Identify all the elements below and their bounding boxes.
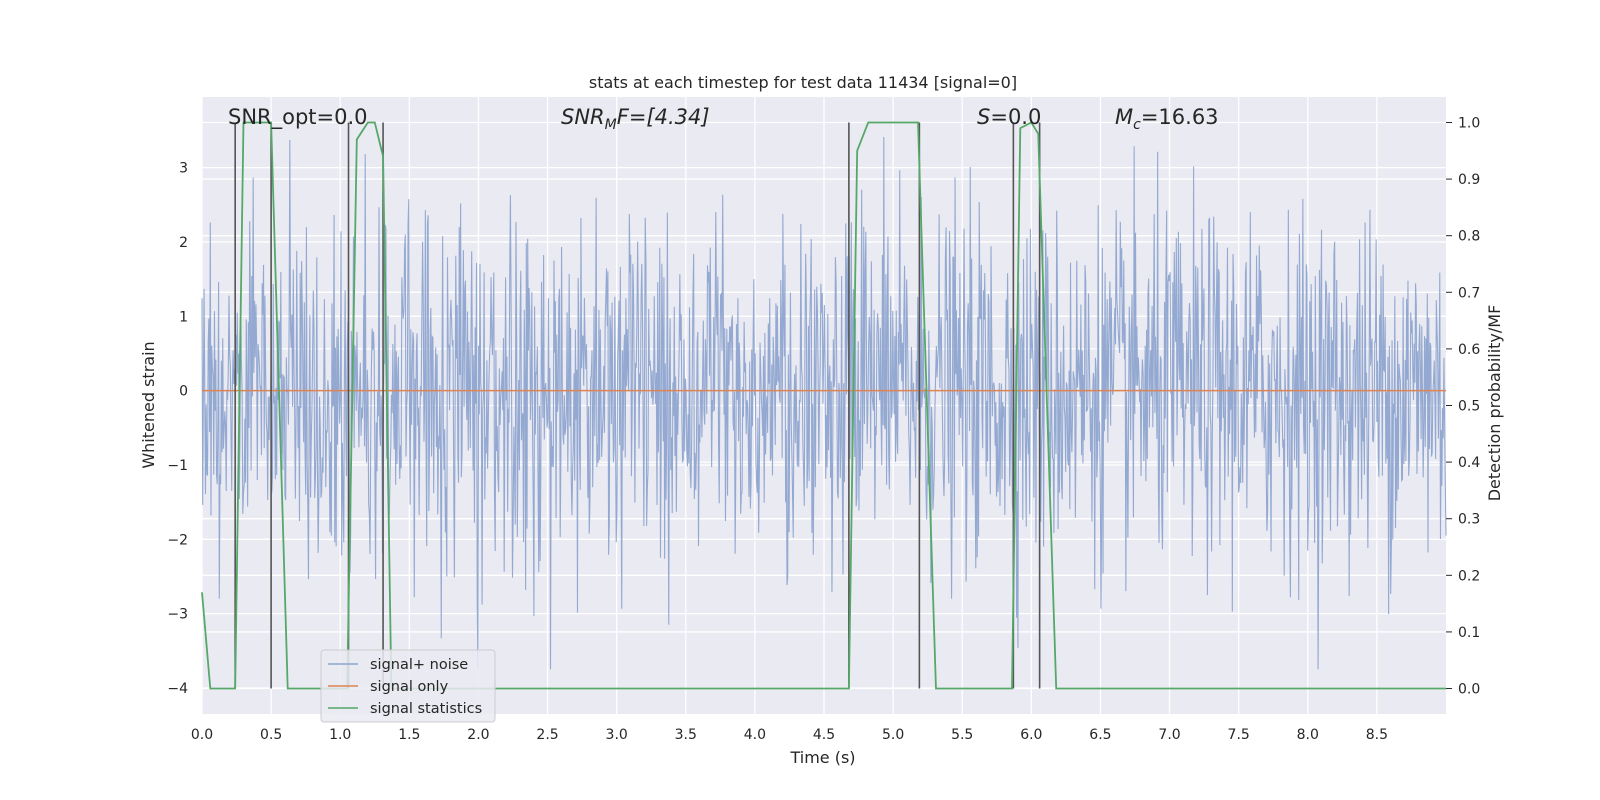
y-left-tick-label-1: −3 [167, 607, 188, 623]
y-right-tick-label-4: 0.4 [1458, 455, 1480, 471]
y-right-tick-label-3: 0.3 [1458, 512, 1480, 528]
y-right-tick-label-1: 0.1 [1458, 625, 1480, 641]
annotations: SNR_opt=0.0 SNRMF=[4.34] S=0.0 Mc=16.63 [228, 105, 1219, 133]
x-tick-label-10: 5.0 [882, 727, 904, 743]
annotation-s: S=0.0 [977, 105, 1041, 129]
y-right-tick-label-6: 0.6 [1458, 342, 1480, 358]
y-right-axis-label: Detection probability/MF [1485, 305, 1504, 502]
y-right-tick-label-7: 0.7 [1458, 285, 1480, 301]
signal-statistics-line [201, 121, 1446, 690]
y-left-tick-label-2: −2 [167, 532, 188, 548]
x-tick-label-4: 2.0 [467, 727, 489, 743]
x-tick-label-0: 0.0 [191, 727, 213, 743]
x-tick-label-9: 4.5 [813, 727, 835, 743]
x-axis-label: Time (s) [789, 748, 855, 767]
annotation-mc: Mc=16.63 [1115, 105, 1219, 133]
annotation-snr-opt: SNR_opt=0.0 [228, 105, 368, 130]
grid-lines [201, 97, 1446, 714]
y-right-tick-label-9: 0.9 [1458, 172, 1480, 188]
y-right-axis-ticks: 0.0 0.1 0.2 0.3 0.4 0.5 0.6 0.7 0.8 0.9 1.0 [1446, 115, 1480, 698]
signal-noise-line [201, 136, 1447, 670]
x-tick-label-7: 3.5 [675, 727, 697, 743]
annotation-mc-symbol: M [1115, 105, 1133, 129]
legend-label-signal-noise: signal+ noise [370, 657, 468, 673]
x-tick-label-15: 7.5 [1228, 727, 1250, 743]
annotation-s-rest: =0.0 [990, 105, 1041, 129]
x-tick-label-6: 3.0 [606, 727, 628, 743]
x-tick-label-5: 2.5 [536, 727, 558, 743]
series-signal-statistics [201, 121, 1446, 690]
y-left-tick-label-7: 3 [179, 161, 188, 177]
legend-label-signal-statistics: signal statistics [370, 701, 482, 717]
x-tick-label-12: 6.0 [1020, 727, 1042, 743]
legend: signal+ noise signal only signal statist… [320, 649, 496, 723]
x-tick-label-11: 5.5 [951, 727, 973, 743]
annotation-mc-rest: =16.63 [1141, 105, 1219, 129]
x-tick-label-3: 1.5 [398, 727, 420, 743]
series-signal-noise [201, 136, 1447, 670]
legend-label-signal-only: signal only [370, 679, 449, 695]
annotation-mc-sub: c [1133, 117, 1141, 133]
annotation-s-symbol: S [977, 105, 990, 129]
y-left-tick-label-0: −4 [167, 681, 188, 697]
x-tick-label-16: 8.0 [1297, 727, 1319, 743]
y-right-tick-label-5: 0.5 [1458, 399, 1480, 415]
x-tick-label-17: 8.5 [1366, 727, 1388, 743]
y-left-axis-ticks: −4 −3 −2 −1 0 1 2 3 [167, 161, 188, 697]
y-right-tick-label-10: 1.0 [1458, 115, 1480, 131]
y-left-tick-label-6: 2 [179, 235, 188, 251]
y-left-tick-label-3: −1 [167, 458, 188, 474]
legend-box [320, 649, 496, 723]
chart-title: stats at each timestep for test data 114… [589, 73, 1017, 92]
plot-area [201, 97, 1447, 714]
x-tick-label-2: 1.0 [329, 727, 351, 743]
y-right-tick-label-0: 0.0 [1458, 682, 1480, 698]
y-right-tick-label-2: 0.2 [1458, 568, 1480, 584]
x-tick-label-13: 6.5 [1089, 727, 1111, 743]
y-right-tick-label-8: 0.8 [1458, 229, 1480, 245]
x-tick-label-1: 0.5 [260, 727, 282, 743]
y-left-tick-label-4: 0 [179, 384, 188, 400]
annotation-snr-mf-sub: M [605, 117, 617, 133]
annotation-snr-mf-symbol: SNR [561, 105, 605, 129]
x-tick-label-8: 4.0 [744, 727, 766, 743]
y-left-tick-label-5: 1 [179, 309, 188, 325]
annotation-snr-mf-rest: F=[4.34] [617, 105, 710, 129]
x-tick-label-14: 7.0 [1158, 727, 1180, 743]
annotation-snr-mf: SNRMF=[4.34] [561, 105, 710, 133]
x-axis-ticks: 0.0 0.5 1.0 1.5 2.0 2.5 3.0 3.5 4.0 4.5 5.0 5.5 6.0 6… [191, 727, 1388, 743]
y-left-axis-label: Whitened strain [139, 341, 158, 468]
